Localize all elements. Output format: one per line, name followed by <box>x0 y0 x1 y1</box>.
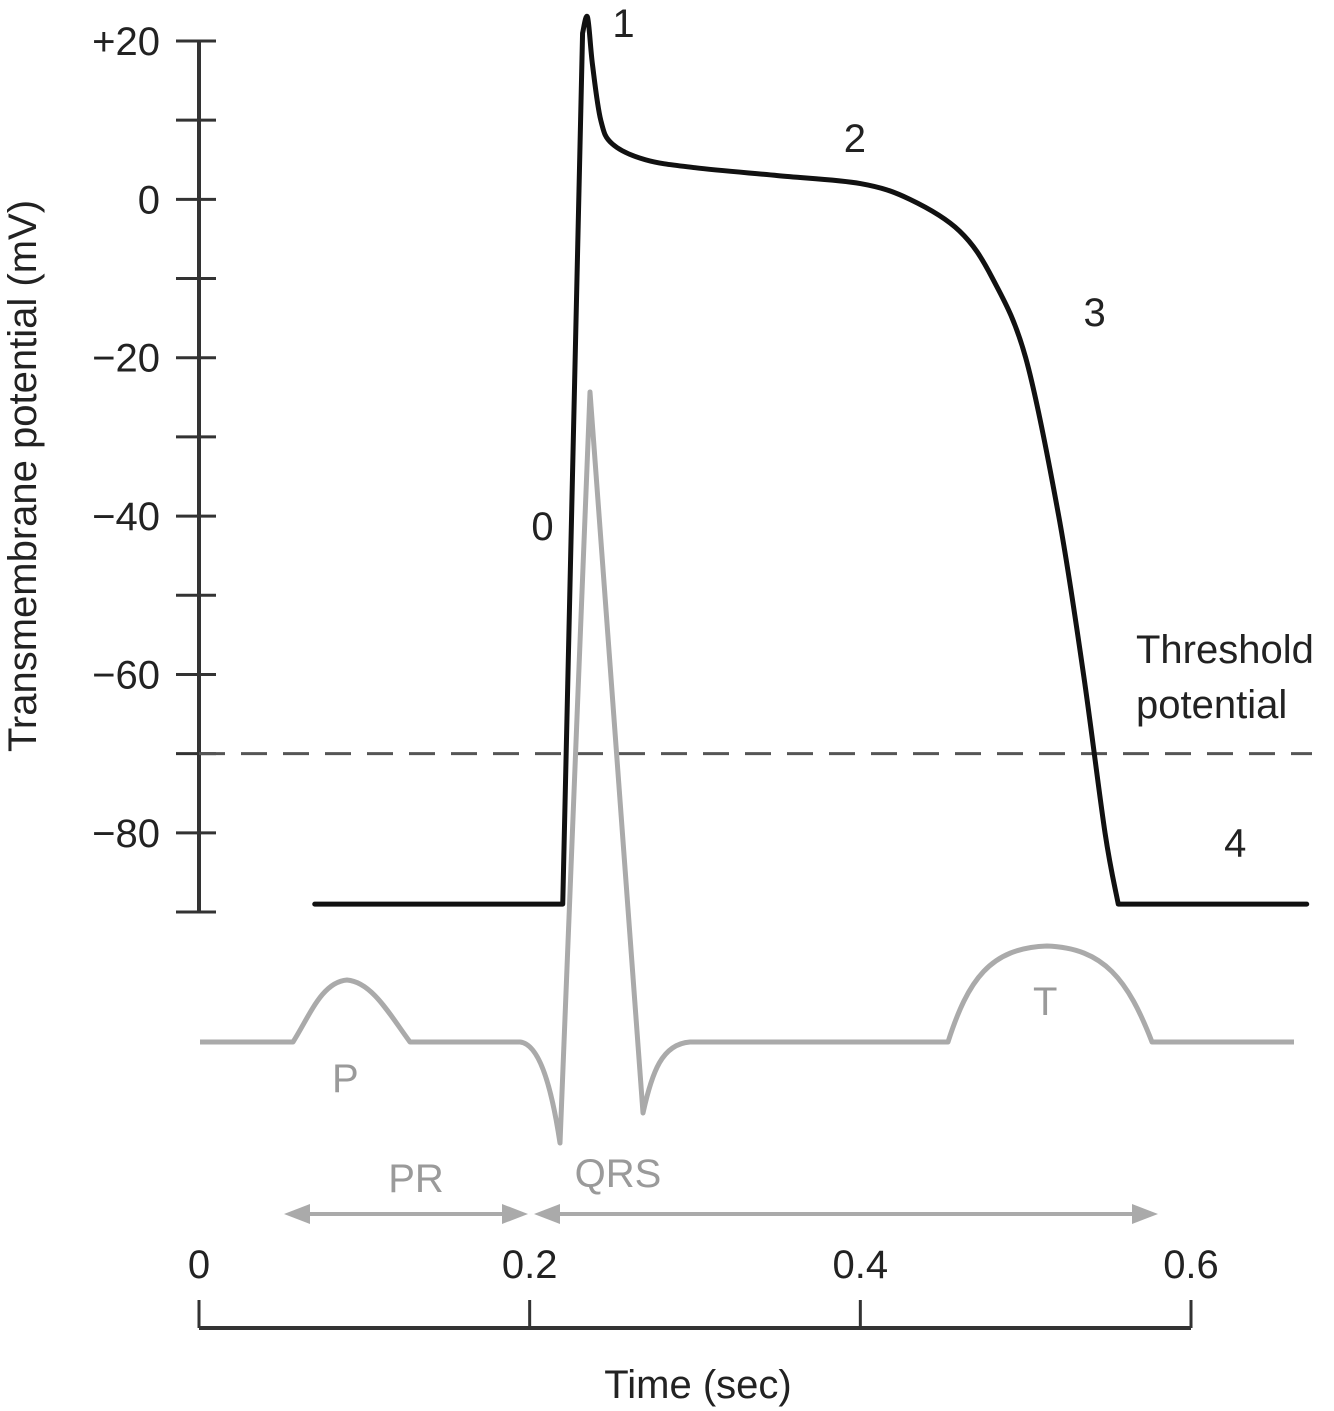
y-axis: +20 0 −20 −40 −60 −80 Transmembrane potential… <box>1 20 216 914</box>
y-ticks <box>176 39 216 914</box>
x-tick-labels: 0 0.2 0.4 0.6 <box>188 1243 1219 1287</box>
ecg-label-p: P <box>332 1057 359 1101</box>
qrs-arrowhead-left <box>534 1204 560 1224</box>
ecg-label-pr: PR <box>388 1157 444 1201</box>
x-tick-label: 0.2 <box>502 1243 558 1287</box>
x-ticks <box>197 1300 1193 1328</box>
phase-label-4: 4 <box>1224 822 1246 866</box>
ecg-line <box>200 389 1294 1146</box>
action-potential-line <box>312 13 1310 907</box>
phase-label-2: 2 <box>844 117 866 161</box>
x-tick-label: 0 <box>188 1243 210 1287</box>
ecg-label-qrs: QRS <box>575 1152 662 1196</box>
y-tick-label: −40 <box>92 495 160 539</box>
y-axis-title: Transmembrane potential (mV) <box>1 200 45 752</box>
phase-label-1: 1 <box>612 2 634 46</box>
y-tick-label: −80 <box>92 812 160 856</box>
x-tick-label: 0.6 <box>1163 1243 1219 1287</box>
ecg-trace: P T PR QRS <box>200 389 1294 1201</box>
phase-label-0: 0 <box>531 505 553 549</box>
y-tick-label: +20 <box>92 20 160 64</box>
y-tick-labels: +20 0 −20 −40 −60 −80 <box>92 20 160 856</box>
phase-label-3: 3 <box>1084 291 1106 335</box>
y-tick-label: −20 <box>92 337 160 381</box>
interval-arrows <box>284 1204 1158 1224</box>
y-tick-label: 0 <box>138 178 160 222</box>
qrs-arrowhead-right <box>1132 1204 1158 1224</box>
pr-arrowhead-right <box>502 1204 528 1224</box>
x-axis-title: Time (sec) <box>604 1363 791 1407</box>
ecg-label-t: T <box>1033 980 1057 1024</box>
x-tick-label: 0.4 <box>833 1243 889 1287</box>
action-potential-series: 0 1 2 3 4 <box>312 2 1310 907</box>
phase-labels: 0 1 2 3 4 <box>531 2 1246 866</box>
threshold: Threshold potential <box>199 628 1314 756</box>
pr-arrowhead-left <box>284 1204 310 1224</box>
x-axis: 0 0.2 0.4 0.6 Time (sec) <box>188 1243 1219 1407</box>
y-tick-label: −60 <box>92 653 160 697</box>
threshold-label-line1: Threshold <box>1136 628 1314 672</box>
threshold-label-line2: potential <box>1136 683 1287 727</box>
